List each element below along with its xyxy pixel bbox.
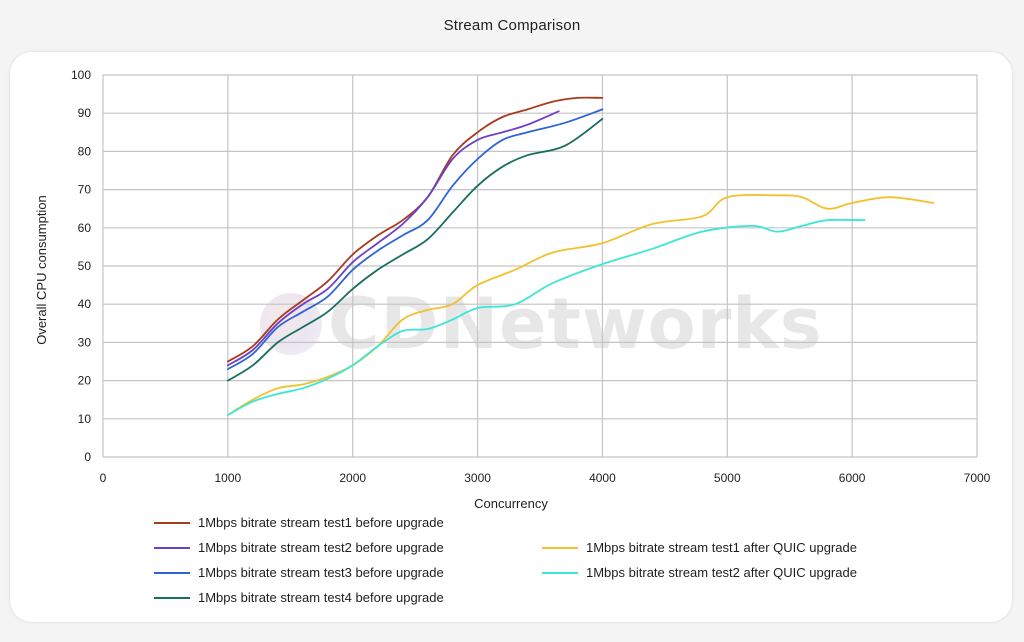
y-tick-label: 30 <box>78 335 92 349</box>
series-line-5 <box>227 194 935 416</box>
chart-title: Stream Comparison <box>443 17 581 34</box>
y-axis-ticks: 0 10 20 30 40 50 60 70 80 90 100 <box>71 68 91 464</box>
legend-swatch <box>154 596 190 599</box>
y-tick-label: 20 <box>78 374 92 388</box>
y-tick-label: 0 <box>84 450 91 464</box>
legend-label: 1Mbps bitrate stream test2 after QUIC up… <box>586 565 857 580</box>
chart-grid <box>102 74 978 458</box>
y-tick-label: 90 <box>78 106 92 120</box>
y-tick-label: 10 <box>78 412 92 426</box>
x-tick-label: 1000 <box>215 471 242 485</box>
legend-swatch <box>542 571 578 574</box>
series-line-4 <box>227 118 604 382</box>
x-axis-label: Concurrency <box>474 496 548 511</box>
legend-swatch <box>154 571 190 574</box>
legend-label: 1Mbps bitrate stream test2 before upgrad… <box>198 540 444 555</box>
x-tick-label: 3000 <box>464 471 491 485</box>
y-tick-label: 40 <box>78 297 92 311</box>
line-chart: 0 1000 2000 3000 4000 5000 6000 7000 0 10 20 30 40 5… <box>34 68 991 511</box>
series-line-6 <box>227 218 866 416</box>
x-axis-ticks: 0 1000 2000 3000 4000 5000 6000 7000 <box>100 471 991 485</box>
series-line-2 <box>227 110 560 367</box>
legend-item-5: 1Mbps bitrate stream test1 after QUIC up… <box>542 540 857 555</box>
y-tick-label: 60 <box>78 221 92 235</box>
legend-item-1: 1Mbps bitrate stream test1 before upgrad… <box>154 515 444 530</box>
legend-label: 1Mbps bitrate stream test3 before upgrad… <box>198 565 444 580</box>
series-line-3 <box>227 108 604 370</box>
legend-swatch <box>154 546 190 549</box>
legend-label: 1Mbps bitrate stream test1 before upgrad… <box>198 515 444 530</box>
legend-swatch <box>154 521 190 524</box>
legend-label: 1Mbps bitrate stream test4 before upgrad… <box>198 590 444 605</box>
x-tick-label: 7000 <box>964 471 991 485</box>
series-lines <box>227 96 935 416</box>
legend-swatch <box>542 546 578 549</box>
x-tick-label: 5000 <box>714 471 741 485</box>
x-tick-label: 6000 <box>839 471 866 485</box>
legend-item-2: 1Mbps bitrate stream test2 before upgrad… <box>154 540 444 555</box>
legend-item-4: 1Mbps bitrate stream test4 before upgrad… <box>154 590 444 605</box>
x-tick-label: 0 <box>100 471 107 485</box>
x-tick-label: 4000 <box>589 471 616 485</box>
x-tick-label: 2000 <box>339 471 366 485</box>
chart-card: CDNetworks 0 1000 2000 3000 4000 5000 6000 7000… <box>10 52 1012 622</box>
y-axis-label: Overall CPU consumption <box>34 195 49 345</box>
legend-item-3: 1Mbps bitrate stream test3 before upgrad… <box>154 565 444 580</box>
y-tick-label: 100 <box>71 68 91 82</box>
y-tick-label: 70 <box>78 183 92 197</box>
y-tick-label: 80 <box>78 144 92 158</box>
series-line-1 <box>227 96 604 363</box>
legend-label: 1Mbps bitrate stream test1 after QUIC up… <box>586 540 857 555</box>
legend-item-6: 1Mbps bitrate stream test2 after QUIC up… <box>542 565 857 580</box>
y-tick-label: 50 <box>78 259 92 273</box>
